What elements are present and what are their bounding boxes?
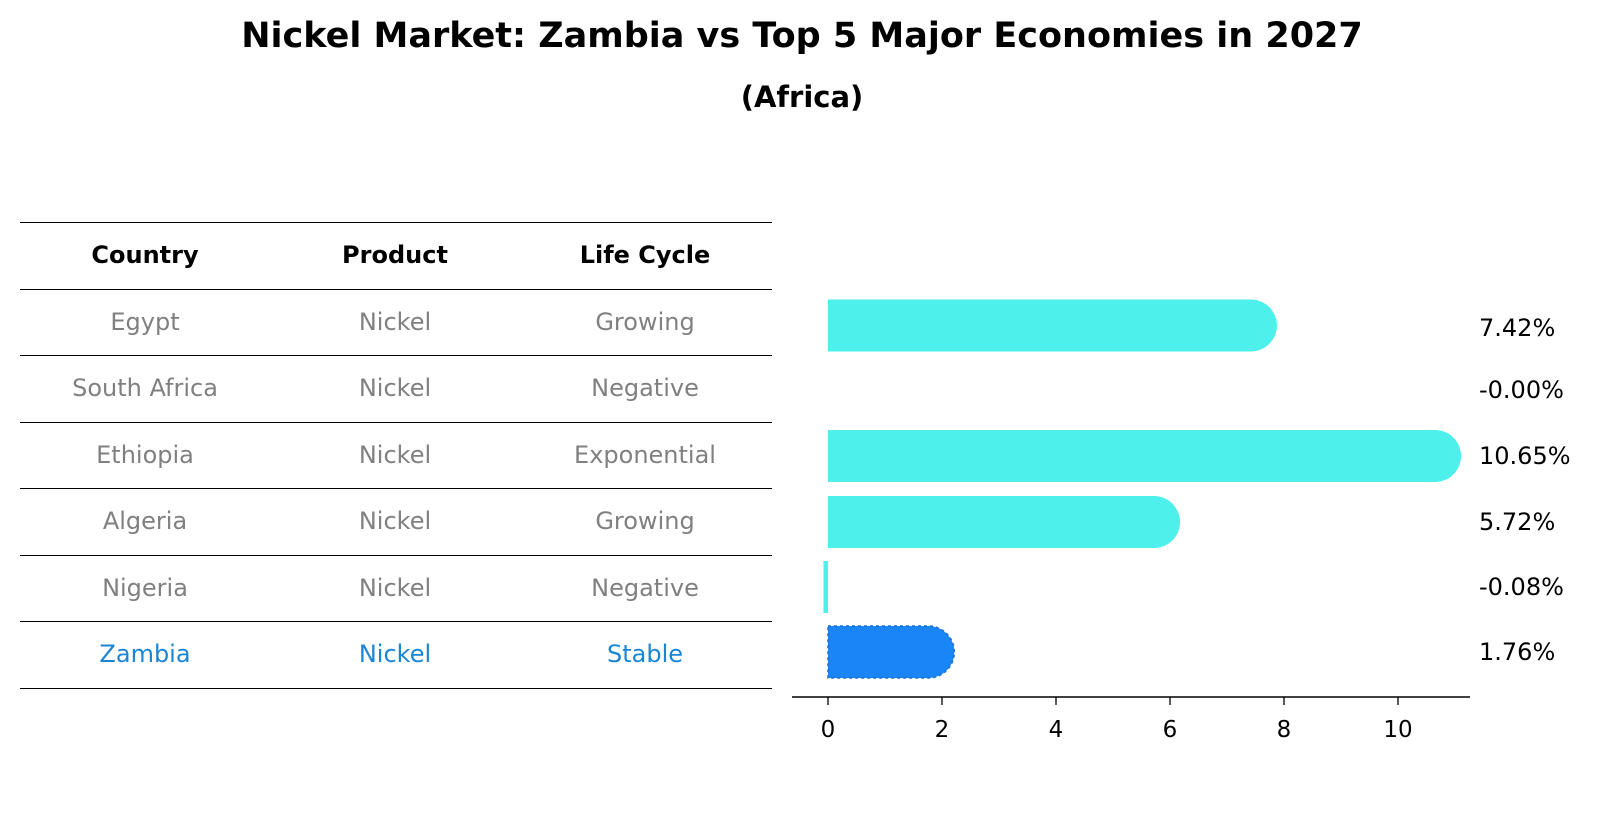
bar-highlight-outline [827, 625, 956, 679]
cell-country: Algeria [102, 507, 188, 536]
cell-product: Nickel [358, 507, 432, 536]
cell-life-cycle: Negative [591, 573, 699, 602]
cell-product: Nickel [358, 374, 432, 403]
bar [828, 299, 1277, 352]
cell-life-cycle: Negative [591, 374, 699, 403]
table-rule [20, 421, 772, 423]
cell-life-cycle: Growing [595, 307, 695, 336]
table-rule [20, 687, 772, 689]
value-label: -0.08% [1479, 573, 1564, 601]
cell-life-cycle: Growing [595, 507, 695, 536]
value-label: 7.42% [1479, 313, 1556, 342]
x-tick-label: 8 [1277, 717, 1292, 743]
cell-product: Nickel [358, 440, 432, 469]
table-rule [20, 355, 772, 356]
cell-country: Zambia [99, 640, 191, 669]
cell-product: Nickel [358, 307, 432, 336]
cell-product: Nickel [358, 640, 432, 669]
x-tick-label: 4 [1049, 717, 1064, 743]
x-tick-label: 2 [935, 717, 950, 743]
header-product: Product [342, 241, 448, 270]
table-rule [20, 621, 772, 622]
table-rule [20, 554, 772, 556]
x-tick-label: 0 [821, 717, 836, 743]
value-label: -0.00% [1479, 375, 1564, 404]
cell-country: South Africa [72, 374, 218, 403]
bar-highlight [828, 626, 955, 678]
x-tick-label: 6 [1163, 717, 1178, 743]
table-rule [20, 222, 772, 223]
cell-product: Nickel [358, 573, 432, 602]
cell-life-cycle: Exponential [574, 440, 716, 469]
table-rule [20, 488, 772, 489]
bar [828, 430, 1462, 482]
cell-country: Ethiopia [96, 440, 194, 469]
chart-title: Nickel Market: Zambia vs Top 5 Major Eco… [241, 16, 1363, 56]
x-tick-label: 10 [1383, 717, 1412, 743]
cell-country: Egypt [110, 307, 180, 336]
bar [828, 496, 1181, 548]
value-label: 5.72% [1479, 508, 1556, 536]
cell-life-cycle: Stable [606, 640, 684, 669]
table-rule [20, 288, 772, 290]
header-life-cycle: Life Cycle [579, 241, 711, 270]
value-label: 10.65% [1479, 442, 1571, 470]
cell-country: Nigeria [102, 573, 188, 602]
chart-subtitle: (Africa) [740, 80, 864, 114]
bar [823, 561, 828, 613]
header-country: Country [91, 241, 199, 270]
value-label: 1.76% [1479, 638, 1556, 666]
